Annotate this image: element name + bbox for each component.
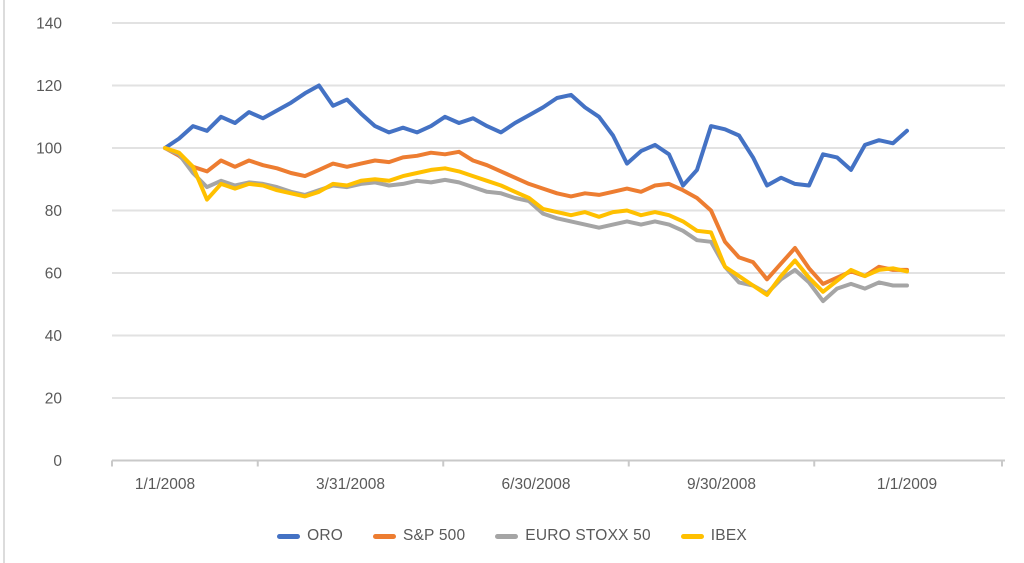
legend-swatch-ibex [680, 533, 704, 539]
series-line-euro-stoxx-50 [163, 146, 909, 304]
x-axis-tick-label: 9/30/2008 [687, 476, 756, 493]
series-line-ibex [163, 146, 909, 297]
x-axis-tick-label: 1/1/2009 [877, 476, 937, 493]
left-border-line [3, 0, 5, 563]
legend-label: EURO STOXX 50 [525, 527, 651, 544]
legend-swatch-s-p-500 [372, 533, 396, 539]
y-axis-tick-label: 100 [36, 141, 62, 158]
legend-item-oro: ORO [277, 527, 343, 545]
x-axis-tick-label: 6/30/2008 [502, 476, 571, 493]
series-line-oro [163, 83, 909, 188]
legend-label: S&P 500 [402, 527, 466, 544]
legend-label: ORO [307, 527, 343, 544]
y-axis-tick-label: 140 [36, 16, 62, 33]
x-axis-tick-label: 3/31/2008 [316, 476, 385, 493]
x-axis-tick-label: 1/1/2008 [135, 476, 195, 493]
legend-item-ibex: IBEX [680, 527, 747, 545]
y-axis-tick-label: 40 [45, 328, 63, 345]
y-axis-tick-label: 0 [53, 453, 62, 470]
y-axis-tick-label: 120 [36, 78, 62, 95]
legend-item-s-p-500: S&P 500 [372, 527, 466, 545]
legend-swatch-oro [277, 533, 301, 539]
y-axis-tick-label: 20 [45, 391, 63, 408]
legend-swatch-euro-stoxx-50 [495, 533, 519, 539]
chart-legend: ORO S&P 500 EURO STOXX 50 IBEX [0, 527, 1024, 545]
legend-item-euro-stoxx-50: EURO STOXX 50 [495, 527, 651, 545]
series-line-s-p-500 [163, 146, 909, 286]
y-axis-tick-label: 80 [45, 203, 63, 220]
y-axis-tick-label: 60 [45, 266, 63, 283]
legend-label: IBEX [710, 527, 747, 544]
